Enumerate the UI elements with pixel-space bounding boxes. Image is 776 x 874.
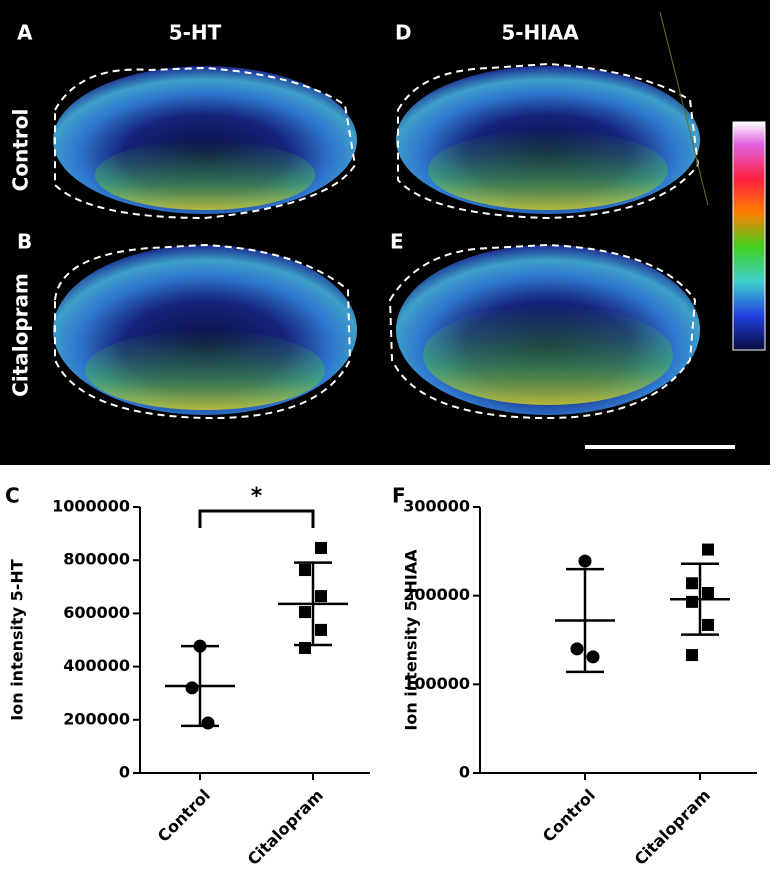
panel-label: A bbox=[17, 21, 33, 45]
y-tick-label: 100000 bbox=[403, 674, 470, 693]
x-tick-label: Citalopram bbox=[631, 786, 714, 869]
data-point bbox=[299, 564, 311, 577]
data-point bbox=[686, 577, 698, 590]
x-tick-label: Control bbox=[154, 786, 214, 846]
column-title: 5-HT bbox=[169, 21, 222, 45]
brain-signal bbox=[85, 330, 325, 410]
outline bbox=[54, 243, 352, 420]
data-point bbox=[570, 642, 584, 656]
x-tick-label: Citalopram bbox=[244, 786, 327, 869]
data-point bbox=[185, 681, 199, 695]
data-point bbox=[315, 623, 327, 636]
panel-label: F bbox=[392, 484, 406, 508]
y-tick-label: 300000 bbox=[403, 497, 470, 516]
y-tick-label: 1000000 bbox=[52, 497, 130, 516]
data-point bbox=[578, 554, 592, 568]
y-tick-label: 0 bbox=[119, 763, 130, 782]
column-title: 5-HIAA bbox=[501, 21, 579, 45]
significance-label: * bbox=[251, 484, 263, 509]
data-point bbox=[686, 649, 698, 662]
y-tick-label: 400000 bbox=[63, 656, 130, 675]
data-point bbox=[702, 587, 714, 600]
brain-signal bbox=[95, 140, 315, 210]
y-tick-label: 200000 bbox=[403, 585, 470, 604]
significance-bracket bbox=[198, 509, 315, 528]
data-point bbox=[315, 541, 327, 554]
x-tick-label: Control bbox=[539, 786, 599, 846]
data-point bbox=[201, 716, 215, 730]
panel-label: C bbox=[5, 484, 20, 508]
data-point bbox=[299, 641, 311, 654]
data-point bbox=[686, 595, 698, 608]
row-label: Citalopram bbox=[9, 273, 33, 397]
data-point bbox=[586, 650, 600, 664]
stray-line bbox=[659, 11, 709, 206]
y-tick-label: 200000 bbox=[63, 709, 130, 728]
brain-signal bbox=[428, 130, 668, 210]
brain-signal bbox=[423, 305, 673, 405]
row-label: Control bbox=[9, 109, 33, 192]
y-axis-label: Ion intensity 5-HT bbox=[8, 559, 27, 720]
colorbar bbox=[732, 121, 766, 351]
panel-label: B bbox=[17, 230, 32, 254]
y-tick-label: 600000 bbox=[63, 603, 130, 622]
data-point bbox=[702, 618, 714, 631]
outline bbox=[388, 243, 697, 420]
panel-label: D bbox=[395, 21, 412, 45]
y-axis-label: Ion intensity 5-HIAA bbox=[402, 549, 421, 731]
y-tick-label: 0 bbox=[459, 763, 470, 782]
brain-sections bbox=[53, 11, 766, 449]
data-point bbox=[315, 590, 327, 603]
data-point bbox=[299, 606, 311, 619]
panel-label: E bbox=[390, 230, 404, 254]
y-tick-label: 800000 bbox=[63, 550, 130, 569]
data-point bbox=[702, 543, 714, 556]
outline bbox=[54, 66, 357, 220]
